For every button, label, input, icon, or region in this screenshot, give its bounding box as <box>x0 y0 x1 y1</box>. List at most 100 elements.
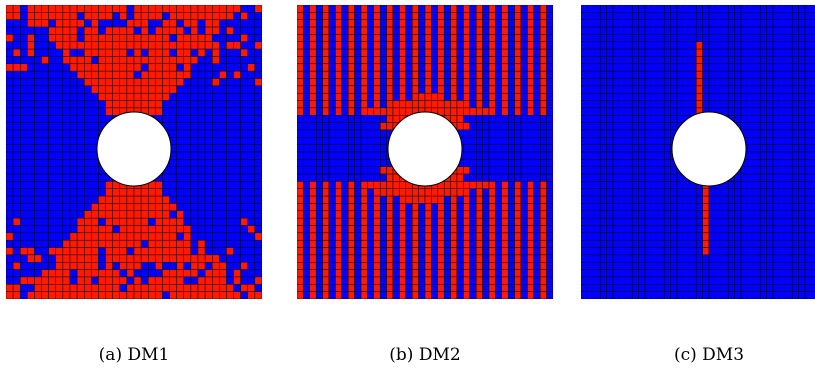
dm3-mesh-cell <box>644 217 652 226</box>
dm3-mesh-cell <box>708 12 716 20</box>
dm2-mesh-cell <box>520 56 528 65</box>
dm1-mesh-cell <box>41 56 49 65</box>
dm1-mesh-cell <box>91 269 99 278</box>
dm2-mesh-cell <box>322 48 330 57</box>
dm1-mesh-cell <box>76 232 85 241</box>
dm2-mesh-cell <box>539 225 547 234</box>
dm1-mesh-cell <box>34 291 42 299</box>
dm1-mesh-cell <box>62 122 71 131</box>
dm3-mesh-cell <box>747 100 755 109</box>
dm1-mesh-cell <box>190 122 199 131</box>
dm3-mesh-cell <box>651 63 659 72</box>
dm1-mesh-cell <box>254 137 262 145</box>
dm2-mesh-cell <box>360 276 368 285</box>
dm3-mesh-cell <box>619 63 627 72</box>
dm3-mesh-cell <box>753 85 761 94</box>
dm2-mesh-cell <box>495 217 503 226</box>
dm1-mesh-cell <box>140 48 149 57</box>
dm3-mesh-cell <box>663 203 671 212</box>
dm1-mesh-cell <box>147 26 156 35</box>
dm2-mesh-cell <box>367 159 375 167</box>
dm2-mesh-cell <box>475 166 483 175</box>
dm2-mesh-cell <box>495 144 503 153</box>
dm1-mesh-cell <box>12 195 21 204</box>
dm1-mesh-cell <box>247 107 256 116</box>
dm2-mesh-cell <box>379 48 387 57</box>
dm1-mesh-cell <box>69 144 78 153</box>
dm3-mesh-cell <box>727 188 735 197</box>
dm3-mesh-cell <box>766 115 774 123</box>
dm2-mesh-cell <box>367 34 375 42</box>
dm2-mesh-cell <box>431 188 439 197</box>
dm2-mesh-cell <box>386 195 394 204</box>
dm3-mesh-cell <box>727 203 735 212</box>
dm2-mesh-cell <box>354 144 362 153</box>
dm1-mesh-cell <box>12 144 21 153</box>
dm1-mesh-cell <box>204 129 213 138</box>
dm3-mesh-cell <box>695 26 703 35</box>
dm2-mesh-cell <box>341 41 349 50</box>
dm2-mesh-cell <box>354 56 362 65</box>
dm2-mesh-cell <box>360 144 368 153</box>
dm1-mesh-cell <box>247 26 256 35</box>
dm1-mesh-cell <box>140 195 149 204</box>
dm3-mesh-cell <box>581 151 588 160</box>
dm2-mesh-cell <box>424 210 432 219</box>
dm3-mesh-cell <box>625 217 633 226</box>
dm3-mesh-cell <box>779 195 787 204</box>
dm3-mesh-cell <box>676 276 684 285</box>
dm2-mesh-cell <box>443 210 451 219</box>
dm3-mesh-cell <box>612 262 620 270</box>
dm2-mesh-cell <box>347 34 355 42</box>
dm1-mesh-cell <box>247 217 256 226</box>
dm1-mesh-cell <box>12 122 21 131</box>
dm2-mesh-cell <box>322 269 330 278</box>
dm3-mesh-cell <box>631 100 639 109</box>
dm1-mesh-cell <box>176 144 185 153</box>
dm1-mesh-cell <box>169 181 177 189</box>
dm2-mesh-cell <box>431 63 439 72</box>
dm3-mesh-cell <box>721 56 729 65</box>
dm3-mesh-cell <box>619 262 627 270</box>
dm1-mesh-cell <box>41 12 49 20</box>
dm2-mesh-cell <box>392 225 400 234</box>
dm1-mesh-cell <box>147 19 156 28</box>
dm2-mesh-cell <box>297 269 304 278</box>
dm1-mesh-cell <box>197 70 206 79</box>
dm2-mesh-cell <box>533 5 541 13</box>
dm3-mesh-cell <box>766 173 774 182</box>
dm3-mesh-cell <box>753 100 761 109</box>
dm2-mesh-cell <box>309 34 317 42</box>
dm1-mesh-cell <box>6 137 14 145</box>
dm2-mesh-cell <box>424 239 432 248</box>
dm1-mesh-cell <box>147 195 156 204</box>
dm2-mesh-cell <box>341 85 349 94</box>
dm1-mesh-cell <box>12 100 21 109</box>
dm2-mesh-cell <box>507 137 515 145</box>
dm3-mesh-cell <box>811 188 815 197</box>
dm2-mesh-cell <box>418 41 426 50</box>
dm3-mesh-cell <box>779 78 787 87</box>
dm1-mesh-cell <box>155 19 163 28</box>
dm1-mesh-cell <box>91 56 99 65</box>
dm2-mesh-cell <box>373 41 381 50</box>
dm2-mesh-cell <box>488 34 496 42</box>
dm1-mesh-cell <box>6 78 14 87</box>
dm3-mesh-cell <box>663 34 671 42</box>
dm1-mesh-cell <box>254 269 262 278</box>
dm2-mesh-cell <box>469 19 477 28</box>
dm3-mesh-cell <box>811 34 815 42</box>
dm2-mesh-cell <box>315 239 323 248</box>
dm1-mesh-cell <box>91 107 99 116</box>
dm3-mesh-cell <box>599 173 607 182</box>
dm2-mesh-cell <box>482 210 490 219</box>
dm2-mesh-cell <box>367 115 375 123</box>
dm2-mesh-cell <box>520 210 528 219</box>
dm1-mesh-cell <box>254 210 262 219</box>
dm2-mesh-cell <box>463 34 471 42</box>
dm2-mesh-cell <box>520 276 528 285</box>
dm2-mesh-cell <box>309 107 317 116</box>
dm2-mesh-cell <box>463 5 471 13</box>
dm2-mesh-cell <box>297 188 304 197</box>
dm2-mesh-cell <box>469 159 477 167</box>
